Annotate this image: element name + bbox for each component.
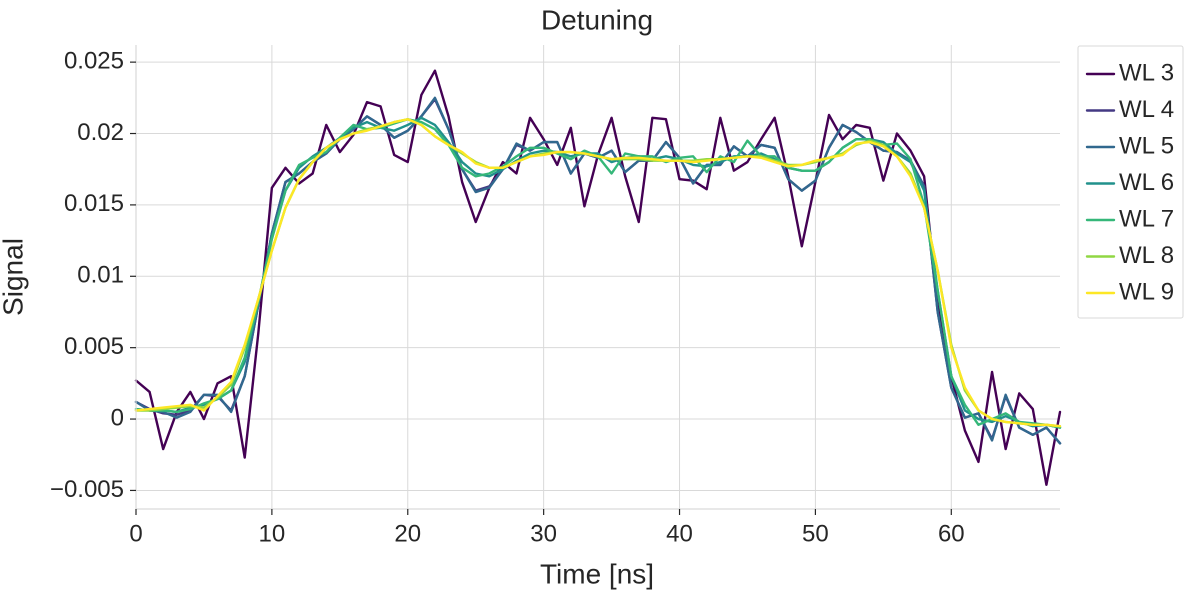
x-tick-label: 30 <box>530 520 557 547</box>
x-tick-label: 60 <box>938 520 965 547</box>
y-tick-label: 0 <box>111 404 124 431</box>
series-line-wl-5 <box>134 96 1062 445</box>
y-axis-label: Signal <box>0 238 28 316</box>
y-tick-label: −0.005 <box>50 476 124 503</box>
legend-label: WL 3 <box>1119 59 1174 86</box>
legend-label: WL 5 <box>1119 132 1174 159</box>
series-line-wl-3 <box>134 69 1062 486</box>
axes <box>135 45 1060 510</box>
chart-title: Detuning <box>541 4 653 35</box>
legend-label: WL 4 <box>1119 96 1174 123</box>
y-tick-label: 0.025 <box>64 47 124 74</box>
series-lines <box>134 69 1062 486</box>
series-line-wl-4 <box>134 98 1062 445</box>
legend: WL 3 WL 4 WL 5 WL 6 WL 7 WL 8 WL 9 <box>1077 45 1184 319</box>
series-line-wl-8 <box>134 118 1062 428</box>
y-tick-label: 0.01 <box>77 262 124 289</box>
y-tick-label: 0.015 <box>64 190 124 217</box>
x-axis-label: Time [ns] <box>540 558 654 589</box>
legend-label: WL 9 <box>1119 278 1174 305</box>
y-tick-label: 0.005 <box>64 333 124 360</box>
grid-lines <box>135 45 1060 509</box>
x-tick-label: 10 <box>259 520 286 547</box>
series-line-wl-7 <box>134 118 1062 429</box>
series-line-wl-9 <box>134 118 1062 428</box>
y-tick-label: 0.02 <box>77 119 124 146</box>
tick-labels: 0 10 20 30 40 50 60−0.00500.0050.010.0150.020.… <box>50 47 965 547</box>
legend-label: WL 7 <box>1119 205 1174 232</box>
legend-box <box>1077 45 1184 319</box>
legend-label: WL 8 <box>1119 242 1174 269</box>
x-tick-label: 40 <box>666 520 693 547</box>
series-line-wl-6 <box>134 116 1062 429</box>
x-tick-label: 50 <box>802 520 829 547</box>
x-tick-label: 0 <box>129 520 142 547</box>
x-tick-label: 20 <box>394 520 421 547</box>
legend-label: WL 6 <box>1119 169 1174 196</box>
